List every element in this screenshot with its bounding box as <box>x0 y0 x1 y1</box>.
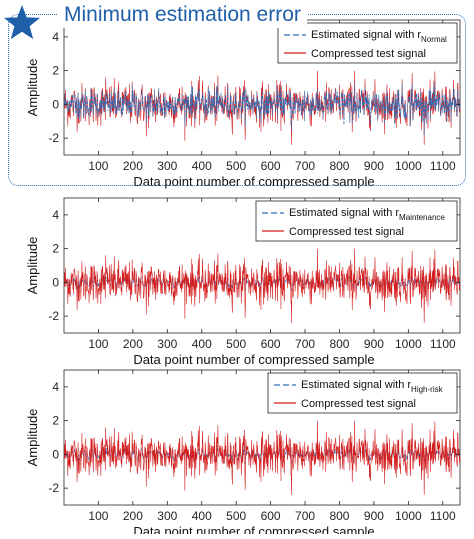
legend-label-test: Compressed test signal <box>311 48 426 60</box>
chart-panel-1: 100 200 300 400 500 600 700 800 900 1000 1100 -2 0 2 4… <box>25 19 461 189</box>
x-tick-label: 1100 <box>430 337 456 351</box>
series-estimated-signal <box>63 81 461 136</box>
x-tick-label: 500 <box>226 159 246 173</box>
y-tick-label: -2 <box>48 481 59 495</box>
y-tick-label: 2 <box>52 414 59 428</box>
star-icon <box>4 5 40 40</box>
x-tick-label: 600 <box>261 159 281 173</box>
series-test-signal <box>64 420 461 495</box>
x-tick-label: 100 <box>88 509 108 523</box>
series-test-signal <box>64 248 461 323</box>
legend-label-estimated: Estimated signal with rHigh-risk <box>301 379 444 394</box>
y-tick-label: 0 <box>52 275 59 289</box>
x-tick-label: 700 <box>295 509 315 523</box>
x-tick-label: 800 <box>329 509 349 523</box>
y-tick-label: -2 <box>48 131 59 145</box>
y-tick-label: 4 <box>52 208 59 222</box>
x-axis-label: Data point number of compressed sample <box>133 524 374 534</box>
highlight-box <box>8 14 466 186</box>
x-axis-label: Data point number of compressed sample <box>133 352 374 367</box>
x-tick-label: 800 <box>329 337 349 351</box>
x-tick-label: 900 <box>364 159 384 173</box>
x-tick-label: 700 <box>295 337 315 351</box>
legend-subscript: Maintenance <box>399 213 445 222</box>
legend: Estimated signal with rNormal Compressed … <box>277 22 458 64</box>
legend-label-test: Compressed test signal <box>301 398 416 410</box>
y-tick-label: 4 <box>52 30 59 44</box>
x-tick-label: 900 <box>364 509 384 523</box>
x-tick-label: 1000 <box>395 509 422 523</box>
x-tick-label: 600 <box>261 509 281 523</box>
x-tick-label: 900 <box>364 337 384 351</box>
x-tick-label: 300 <box>157 337 177 351</box>
x-tick-label: 200 <box>123 509 143 523</box>
x-tick-label: 400 <box>192 509 212 523</box>
legend: Estimated signal with rHigh-risk Compress… <box>267 372 458 414</box>
x-tick-label: 1100 <box>430 509 456 523</box>
series-test-signal <box>64 70 461 145</box>
highlight-title: Minimum estimation error <box>58 2 307 28</box>
x-tick-label: 100 <box>88 337 108 351</box>
legend-box <box>277 22 458 64</box>
legend-box <box>255 200 458 242</box>
chart-panel-2: 100 200 300 400 500 600 700 800 900 1000 1100 -2 0 2 4… <box>25 197 461 367</box>
x-tick-label: 600 <box>261 337 281 351</box>
legend-box <box>267 372 458 414</box>
x-tick-label: 800 <box>329 159 349 173</box>
x-tick-label: 700 <box>295 159 315 173</box>
legend-subscript: High-risk <box>411 385 444 394</box>
x-tick-label: 1000 <box>395 337 422 351</box>
chart-panel-3: 100 200 300 400 500 600 700 800 900 1000 1100 -2 0 2 4… <box>25 369 461 539</box>
y-axis-label: Amplitude <box>25 59 40 117</box>
y-tick-label: 0 <box>52 97 59 111</box>
y-tick-label: 2 <box>52 64 59 78</box>
y-axis-label: Amplitude <box>25 409 40 467</box>
x-tick-label: 500 <box>226 337 246 351</box>
y-tick-label: 0 <box>52 447 59 461</box>
x-tick-label: 1000 <box>395 159 422 173</box>
x-tick-label: 200 <box>123 337 143 351</box>
x-tick-label: 300 <box>157 509 177 523</box>
legend-label-estimated: Estimated signal with rNormal <box>311 29 447 44</box>
legend-label-test: Compressed test signal <box>289 226 404 238</box>
x-tick-label: 100 <box>88 159 108 173</box>
legend-subscript: Normal <box>421 35 447 44</box>
y-tick-label: 2 <box>52 242 59 256</box>
y-tick-label: -2 <box>48 309 59 323</box>
x-tick-label: 1100 <box>430 159 456 173</box>
x-tick-label: 200 <box>123 159 143 173</box>
x-tick-label: 300 <box>157 159 177 173</box>
y-tick-label: 4 <box>52 380 59 394</box>
x-tick-label: 400 <box>192 159 212 173</box>
x-tick-label: 500 <box>226 509 246 523</box>
y-axis-label: Amplitude <box>25 237 40 295</box>
legend: Estimated signal with rMaintenanceCompre… <box>255 200 458 242</box>
x-tick-label: 400 <box>192 337 212 351</box>
